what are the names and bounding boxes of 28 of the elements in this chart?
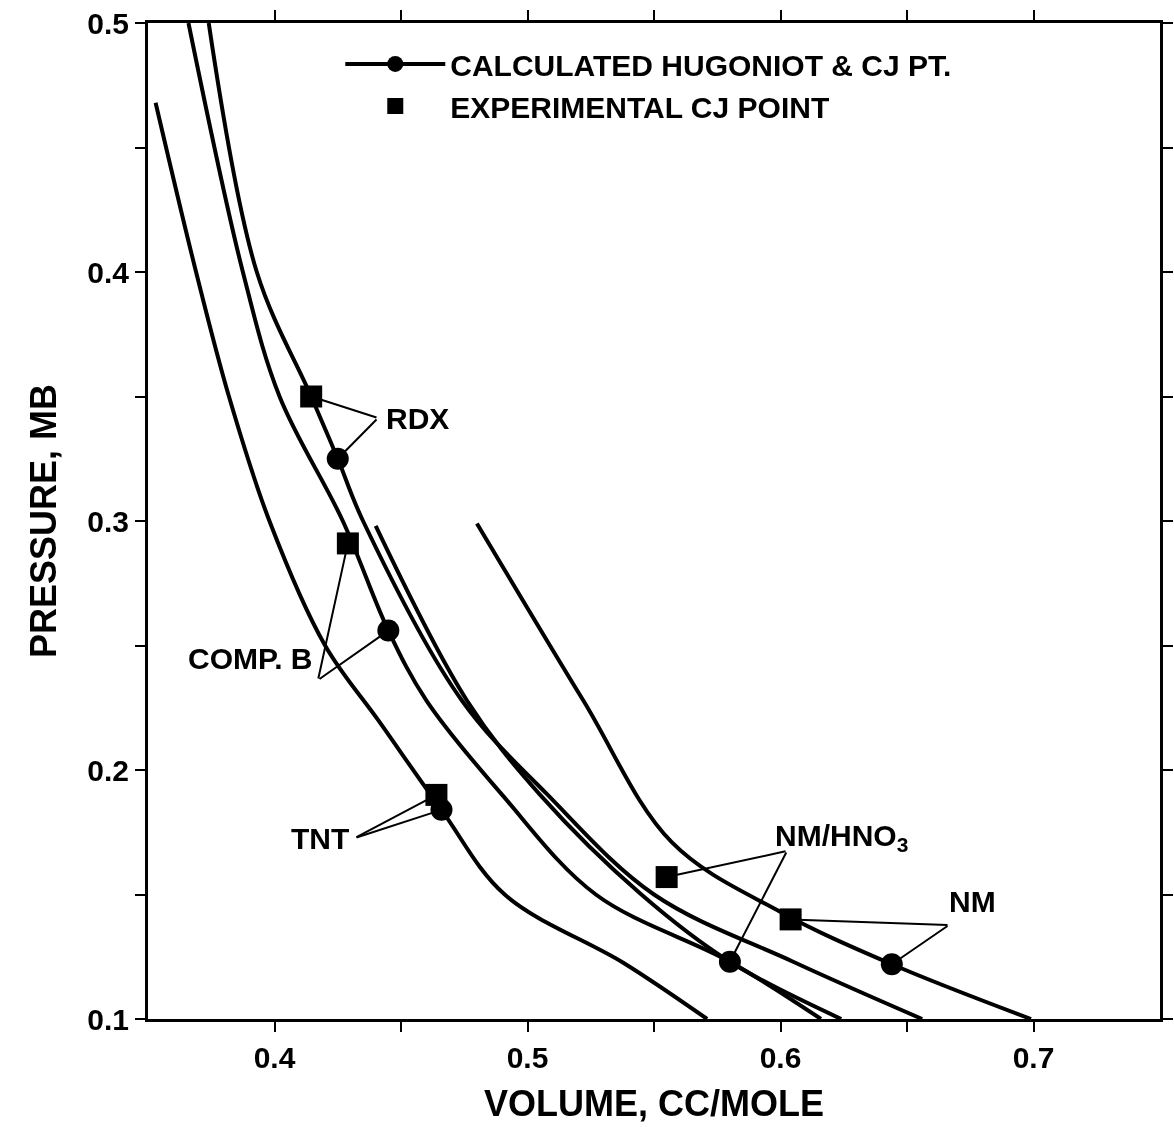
point <box>326 447 349 470</box>
annotation: NM/HNO$_{3}$ <box>775 819 909 857</box>
legend-label: EXPERIMENTAL CJ POINT <box>450 90 830 124</box>
legend-label: CALCULATED HUGONIOT & CJ PT. <box>450 48 952 82</box>
x-tick-label: 0.4 <box>253 1041 296 1074</box>
point <box>779 908 802 931</box>
x-tick-label: 0.5 <box>506 1041 549 1074</box>
y-axis-title: PRESSURE, MB <box>23 383 65 659</box>
annotation: TNT <box>291 822 350 855</box>
y-tick-label: 0.2 <box>87 753 129 787</box>
annotation: NM <box>949 885 996 918</box>
y-tick-label: 0.3 <box>87 504 129 538</box>
point <box>377 619 400 642</box>
y-tick-label: 0.4 <box>87 255 130 289</box>
point <box>425 783 448 806</box>
line-series <box>474 521 1033 1019</box>
point <box>655 866 678 889</box>
point <box>718 950 741 973</box>
x-axis-title: VOLUME, CC/MOLE <box>484 1082 824 1124</box>
point <box>300 385 323 408</box>
x-tick-label: 0.7 <box>1012 1041 1055 1074</box>
point <box>880 953 903 976</box>
annotation: RDX <box>386 402 450 435</box>
y-tick-label: 0.5 <box>87 6 129 40</box>
annotation: COMP. B <box>188 642 313 675</box>
x-tick-label: 0.6 <box>759 1041 802 1074</box>
y-tick-label: 0.1 <box>87 1002 129 1036</box>
point <box>336 532 359 555</box>
